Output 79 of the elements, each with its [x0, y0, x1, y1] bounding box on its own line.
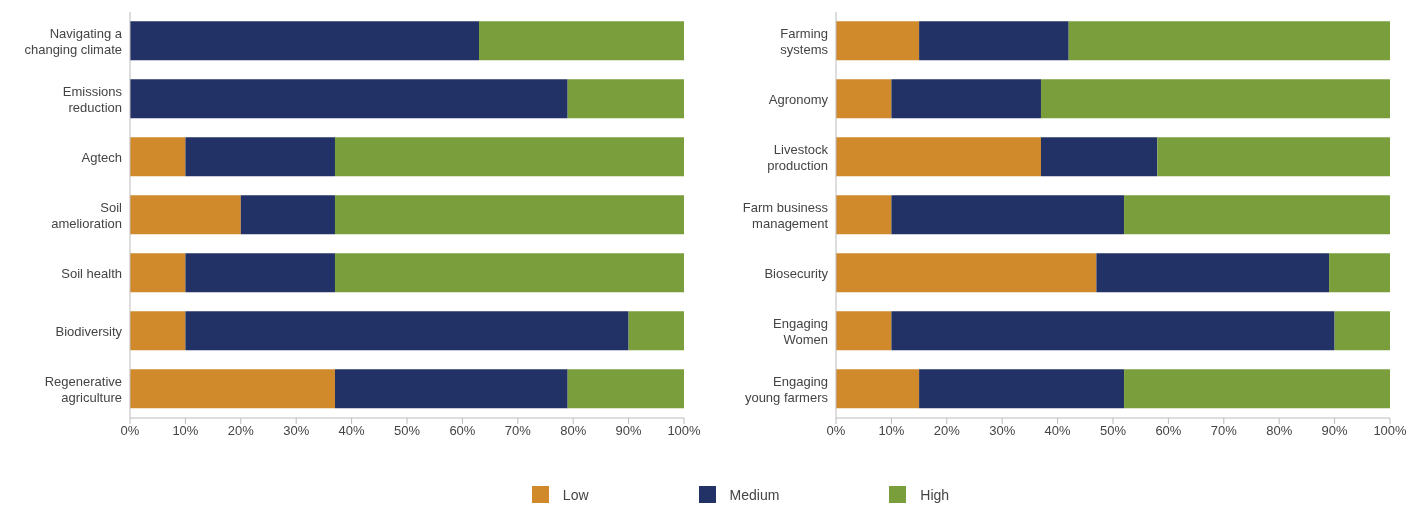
- x-tick-label: 10%: [878, 423, 905, 439]
- x-tick-label: 60%: [1155, 423, 1182, 439]
- bar: [1040, 79, 1390, 119]
- bar: [836, 79, 892, 119]
- x-tick-label: 30%: [989, 423, 1016, 439]
- bar: [130, 137, 186, 177]
- x-tick-label: 100%: [667, 423, 702, 439]
- x-tick-label: 30%: [283, 423, 310, 439]
- bar: [567, 369, 684, 409]
- bar: [334, 369, 568, 409]
- bar: [919, 21, 1069, 61]
- bar: [628, 311, 684, 351]
- bar: [130, 253, 186, 293]
- x-tick-label: 50%: [393, 423, 421, 439]
- legend-label: Medium: [729, 486, 780, 503]
- bar: [891, 311, 1335, 351]
- bar: [1157, 137, 1390, 177]
- bar: [1096, 253, 1330, 293]
- x-tick-label: 70%: [1210, 423, 1238, 439]
- y-tick-label: Biodiversity: [55, 323, 123, 339]
- bar: [836, 369, 920, 409]
- x-tick-label: 90%: [1321, 423, 1349, 439]
- y-tick-label: Agtech: [81, 149, 122, 165]
- bar: [185, 311, 629, 351]
- x-tick-label: 0%: [826, 423, 846, 439]
- y-tick-label: Soil health: [61, 265, 122, 281]
- x-tick-label: 40%: [1044, 423, 1072, 439]
- y-tick-label: Regenerative agriculture: [44, 373, 122, 405]
- bar: [891, 79, 1041, 119]
- bar: [185, 253, 335, 293]
- bar: [567, 79, 684, 119]
- bar: [334, 253, 684, 293]
- x-tick-label: 10%: [172, 423, 199, 439]
- x-tick-label: 20%: [227, 423, 255, 439]
- x-tick-label: 50%: [1099, 423, 1127, 439]
- y-tick-label: Livestock production: [767, 141, 829, 173]
- x-tick-label: 70%: [504, 423, 532, 439]
- bar: [479, 21, 684, 61]
- bar: [334, 137, 684, 177]
- bar: [1334, 311, 1390, 351]
- bar: [836, 137, 1041, 177]
- bar: [836, 195, 892, 235]
- x-tick-label: 40%: [338, 423, 366, 439]
- bar: [130, 79, 568, 119]
- x-tick-label: 90%: [615, 423, 643, 439]
- bar: [836, 253, 1097, 293]
- y-tick-label: Farming systems: [780, 25, 829, 57]
- y-tick-label: Farm business management: [742, 199, 829, 231]
- y-tick-label: Engaging young farmers: [744, 373, 829, 405]
- bar: [836, 311, 892, 351]
- bar: [130, 311, 186, 351]
- bar: [1124, 195, 1390, 235]
- bar: [334, 195, 684, 235]
- y-tick-label: Biosecurity: [764, 265, 829, 281]
- bar: [130, 21, 480, 61]
- y-tick-label: Engaging Women: [773, 315, 828, 347]
- y-tick-label: Soil amelioration: [51, 199, 123, 231]
- bar: [1040, 137, 1158, 177]
- x-tick-label: 80%: [1266, 423, 1293, 439]
- bar: [1329, 253, 1390, 293]
- legend-label: High: [920, 486, 950, 503]
- legend-label: Low: [562, 486, 589, 503]
- x-tick-label: 100%: [1373, 423, 1408, 439]
- bar: [836, 21, 920, 61]
- y-tick-label: Navigating a changing climate: [24, 25, 123, 57]
- x-tick-label: 0%: [120, 423, 140, 439]
- x-tick-label: 20%: [933, 423, 961, 439]
- y-tick-label: Emissions reduction: [62, 83, 123, 115]
- x-tick-label: 80%: [560, 423, 587, 439]
- bar: [240, 195, 335, 235]
- bar: [891, 195, 1125, 235]
- bar: [1068, 21, 1390, 61]
- bar: [1124, 369, 1390, 409]
- bar: [185, 137, 335, 177]
- bar: [919, 369, 1125, 409]
- x-tick-label: 60%: [449, 423, 476, 439]
- bar: [130, 369, 335, 409]
- bar: [130, 195, 241, 235]
- y-tick-label: Agronomy: [768, 91, 829, 107]
